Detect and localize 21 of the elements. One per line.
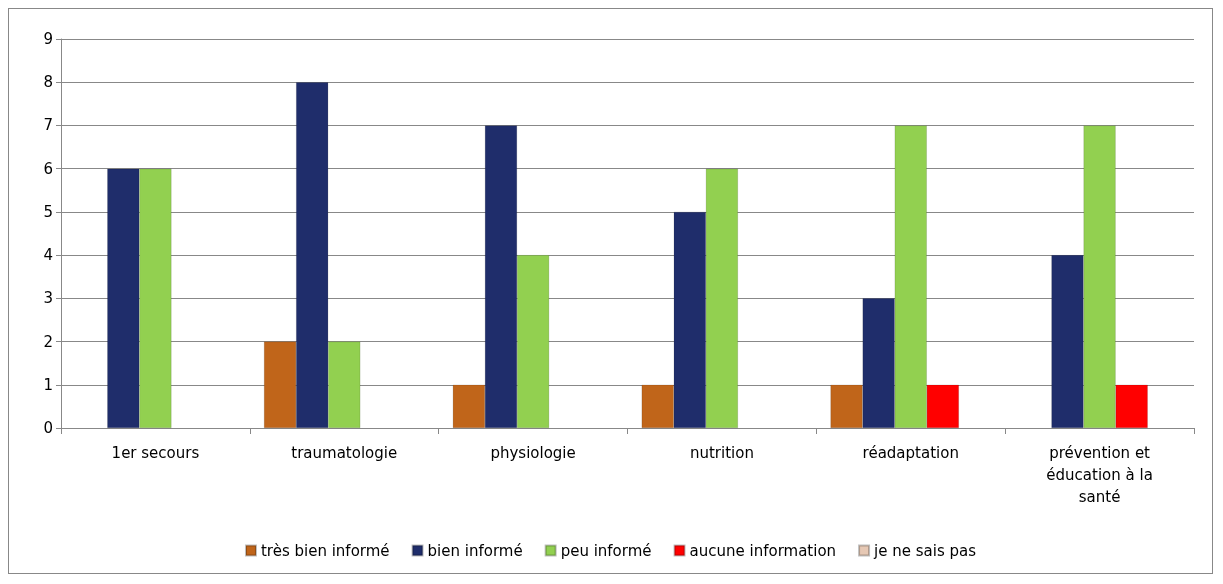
x-tick-label: nutrition	[689, 444, 754, 462]
y-tick-label: 5	[43, 202, 53, 221]
y-tick-label: 2	[43, 332, 53, 351]
y-tick-label: 1	[43, 375, 53, 394]
legend-label: bien informé	[427, 541, 523, 560]
x-tick-label: physiologie	[490, 444, 576, 462]
legend-label: je ne sais pas	[873, 541, 977, 560]
y-tick-label: 6	[43, 159, 53, 178]
y-tick-label: 3	[43, 289, 53, 308]
x-tick-label: prévention et éducation à la santé	[1046, 444, 1153, 506]
legend-label: aucune information	[689, 541, 837, 560]
y-tick-label: 4	[43, 246, 53, 265]
y-tick-label: 8	[43, 73, 53, 92]
x-tick-label: 1er secours	[111, 444, 200, 462]
y-tick-label: 7	[43, 116, 53, 135]
x-tick-label: traumatologie	[291, 444, 398, 462]
y-tick-label: 9	[43, 30, 53, 48]
y-tick-label: 0	[43, 419, 53, 437]
x-tick-label: réadaptation	[862, 444, 959, 462]
legend-label: très bien informé	[260, 541, 390, 560]
legend-label: peu informé	[560, 541, 652, 560]
